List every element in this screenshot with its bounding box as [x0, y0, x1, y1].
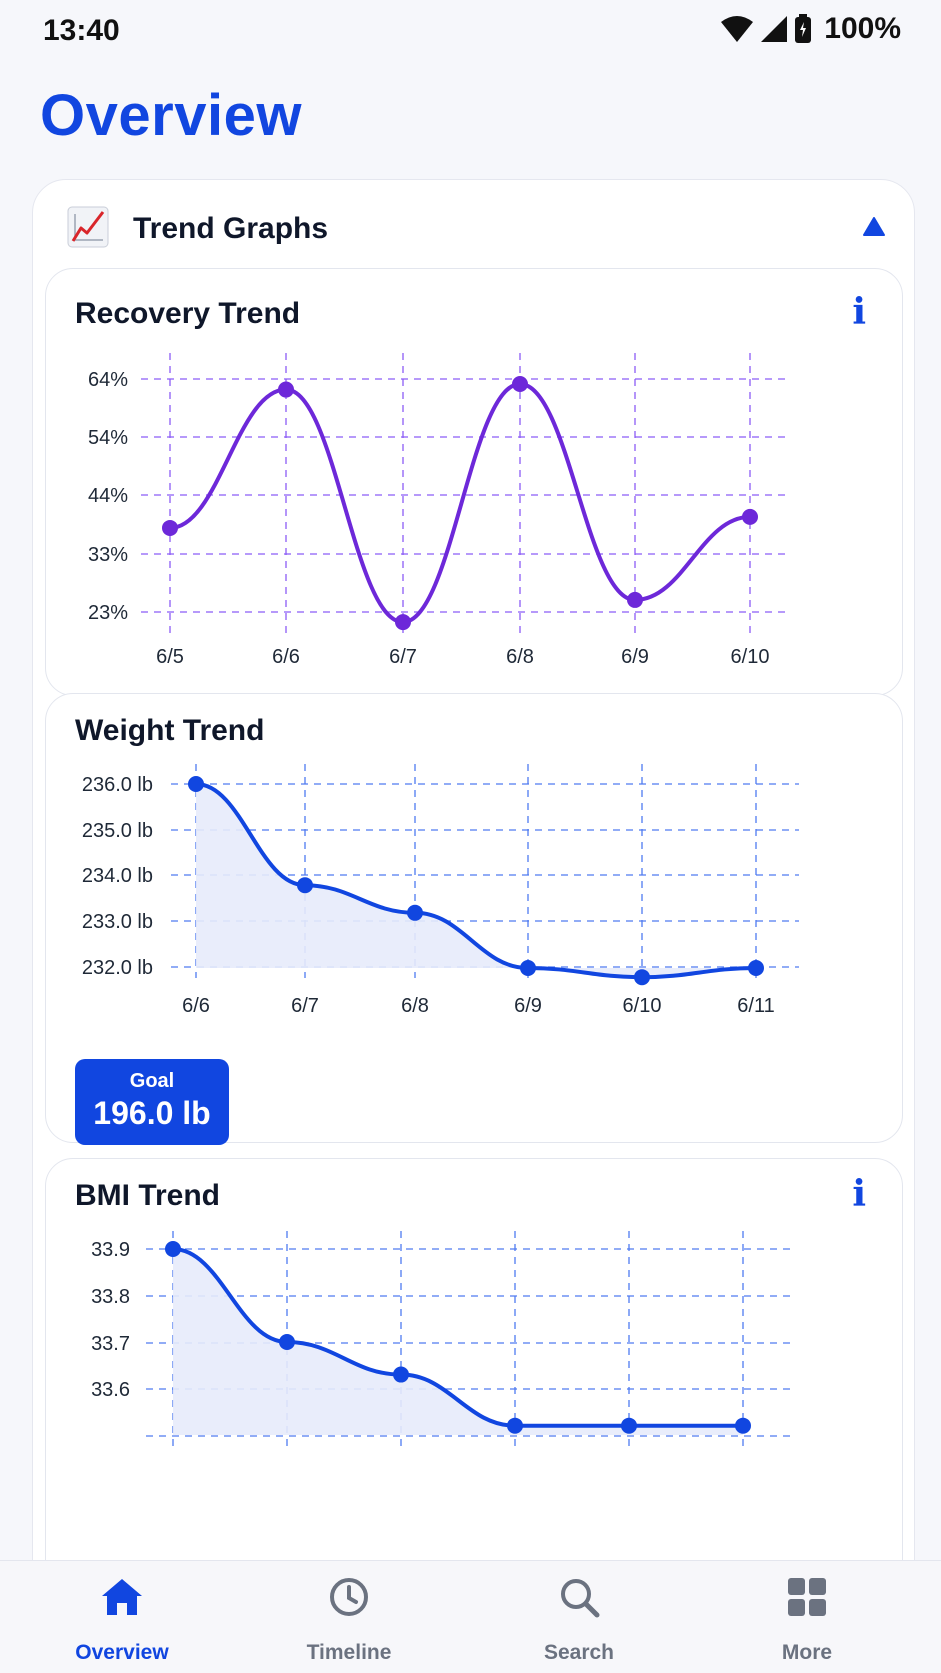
y-tick-label: 235.0 lb	[82, 820, 153, 842]
series-line	[168, 381, 752, 625]
y-tick-label: 33%	[88, 544, 128, 566]
recovery-info-button[interactable]: i	[852, 291, 866, 333]
data-point[interactable]	[512, 376, 528, 392]
data-point[interactable]	[162, 519, 178, 536]
panel-header[interactable]: Trend Graphs	[33, 180, 914, 270]
data-point[interactable]	[520, 960, 536, 976]
area-fill	[196, 784, 756, 978]
recovery-title: Recovery Trend	[75, 297, 301, 330]
x-tick-label: 6/6	[272, 646, 300, 668]
wifi-icon	[720, 14, 754, 44]
weight-trend-card: Weight Trend 236.0 lb 235.0 lb 234.0 lb 233…	[45, 693, 903, 1145]
status-bar: 13:40 100%	[0, 0, 941, 60]
y-tick-label: 232.0 lb	[82, 957, 153, 979]
recovery-chart: 64% 54% 44% 33% 23% 6/5 6/6 6/7 6/8 6/9 6/10	[88, 353, 791, 668]
nav-item-overview[interactable]: Overview	[22, 1561, 222, 1673]
nav-item-timeline[interactable]: Timeline	[249, 1561, 449, 1673]
x-tick-label: 6/10	[623, 995, 662, 1017]
battery-icon	[794, 14, 812, 44]
data-point[interactable]	[742, 508, 758, 525]
data-point[interactable]	[279, 1334, 295, 1350]
data-point[interactable]	[621, 1417, 637, 1434]
trend-graphs-panel: Trend Graphs Recovery Trend i 64% 54% 44% 3…	[32, 179, 915, 1601]
bmi-chart: 33.9 33.8 33.7 33.6	[91, 1231, 791, 1447]
recovery-trend-card: Recovery Trend i 64% 54% 44% 33% 23% 6/5 6/6 6/…	[45, 268, 903, 696]
signal-icon	[760, 15, 788, 43]
bottom-nav: Overview Timeline Search More	[0, 1560, 941, 1673]
collapse-toggle[interactable]	[862, 216, 886, 238]
nav-label-timeline: Timeline	[306, 1641, 392, 1664]
x-tick-label: 6/9	[514, 995, 542, 1017]
chart-grid	[141, 353, 791, 633]
y-tick-label: 23%	[88, 602, 128, 624]
data-point[interactable]	[748, 960, 764, 976]
bmi-trend-card: BMI Trend i 33.9 33.8 33.7 33.6	[45, 1158, 903, 1600]
data-point[interactable]	[507, 1417, 523, 1434]
x-tick-label: 6/8	[506, 646, 534, 668]
data-point[interactable]	[188, 776, 204, 792]
y-tick-label: 54%	[88, 427, 128, 449]
chart-increasing-icon	[67, 206, 109, 248]
bmi-info-button[interactable]: i	[852, 1173, 866, 1215]
x-tick-label: 6/11	[737, 995, 774, 1017]
bmi-title: BMI Trend	[75, 1179, 221, 1212]
x-tick-label: 6/8	[401, 995, 429, 1017]
status-time: 13:40	[43, 14, 120, 47]
triangle-up-icon	[863, 217, 885, 236]
data-point[interactable]	[627, 591, 643, 608]
panel-title: Trend Graphs	[133, 212, 329, 245]
y-tick-label: 236.0 lb	[82, 774, 153, 796]
y-tick-label: 44%	[88, 485, 128, 507]
x-tick-label: 6/5	[156, 646, 184, 668]
goal-value: 196.0 lb	[93, 1095, 211, 1131]
y-tick-label: 33.8	[91, 1286, 130, 1308]
data-point[interactable]	[407, 904, 423, 921]
nav-label-search: Search	[543, 1641, 615, 1664]
search-icon	[557, 1575, 601, 1619]
data-point[interactable]	[634, 969, 650, 986]
nav-label-more: More	[781, 1641, 833, 1664]
data-point[interactable]	[735, 1417, 751, 1434]
y-tick-label: 33.6	[91, 1379, 130, 1401]
y-tick-label: 234.0 lb	[82, 865, 153, 887]
weight-chart: 236.0 lb 235.0 lb 234.0 lb 233.0 lb 232.0 lb…	[82, 764, 799, 1017]
x-tick-label: 6/10	[731, 646, 770, 668]
y-tick-label: 33.7	[91, 1333, 130, 1355]
goal-label: Goal	[129, 1070, 175, 1092]
y-tick-label: 64%	[88, 369, 128, 391]
goal-badge[interactable]: Goal 196.0 lb	[75, 1059, 229, 1145]
y-tick-label: 233.0 lb	[82, 911, 153, 933]
data-point[interactable]	[395, 614, 411, 631]
nav-item-search[interactable]: Search	[479, 1561, 679, 1673]
status-icons: 100%	[720, 12, 901, 46]
weight-title: Weight Trend	[75, 714, 265, 747]
x-tick-label: 6/6	[182, 995, 210, 1017]
x-tick-label: 6/9	[621, 646, 649, 668]
nav-item-more[interactable]: More	[707, 1561, 907, 1673]
x-tick-label: 6/7	[389, 646, 417, 668]
grid-icon	[785, 1575, 829, 1619]
nav-label-overview: Overview	[75, 1641, 169, 1664]
x-tick-label: 6/7	[291, 995, 319, 1017]
data-point[interactable]	[297, 877, 313, 894]
clock-icon	[327, 1575, 371, 1619]
data-point[interactable]	[393, 1366, 409, 1383]
data-point[interactable]	[278, 381, 294, 398]
y-tick-label: 33.9	[91, 1239, 130, 1261]
data-point[interactable]	[165, 1241, 181, 1257]
home-icon	[100, 1575, 144, 1619]
area-fill	[173, 1249, 743, 1435]
battery-percent: 100%	[824, 12, 901, 45]
page-title: Overview	[40, 83, 302, 148]
